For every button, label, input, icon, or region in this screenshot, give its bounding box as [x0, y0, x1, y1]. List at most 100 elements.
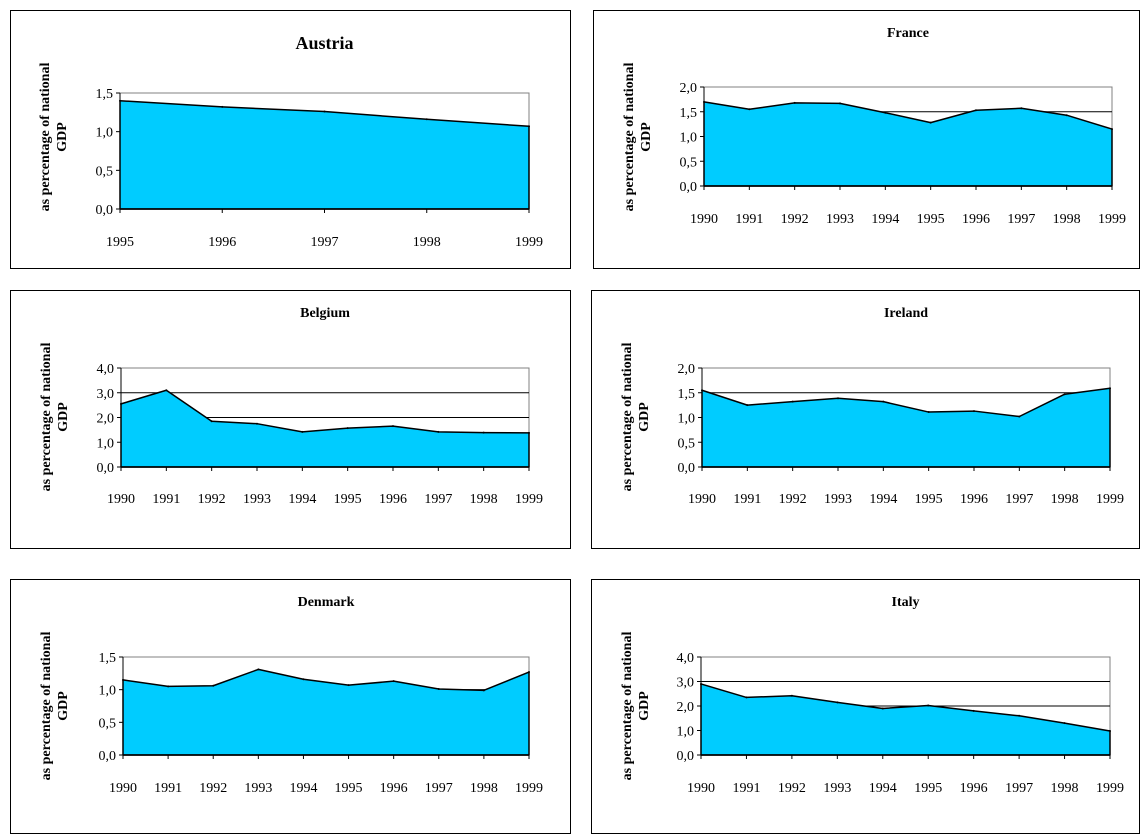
y-tick-label: 0,5	[99, 716, 117, 731]
x-tick-label: 1993	[243, 492, 271, 507]
data-point	[301, 430, 304, 433]
x-tick-label: 1993	[823, 781, 851, 796]
y-tick-label: 0,0	[680, 180, 698, 195]
y-tick-label: 3,0	[677, 676, 695, 691]
chart-title: Ireland	[884, 306, 928, 321]
data-point	[1063, 393, 1066, 396]
data-point	[837, 397, 839, 400]
data-point	[791, 400, 794, 403]
series-area	[119, 99, 530, 210]
data-point	[975, 109, 977, 112]
y-tick-label: 1,5	[99, 651, 117, 666]
x-tick-label: 1997	[1005, 781, 1033, 796]
chart-svg: France as percentage of national GDP 0,0 0,5…	[622, 26, 1126, 227]
y-tick-label: 1,5	[680, 106, 698, 121]
x-tick-label: 1992	[781, 212, 809, 227]
x-tick-label: 1994	[288, 492, 316, 507]
data-point	[929, 121, 932, 124]
data-point	[972, 709, 975, 712]
y-axis-label: as percentage of national GDP	[39, 343, 71, 492]
y-tick-label: 0,0	[677, 749, 695, 764]
x-tick-label: 1999	[515, 492, 543, 507]
data-point	[221, 105, 224, 108]
data-point	[1018, 714, 1021, 717]
x-tick-label: 1997	[425, 781, 453, 796]
chart-svg: Denmark as percentage of national GDP 0,0 0,…	[39, 595, 543, 796]
data-point	[1109, 387, 1111, 390]
x-tick-label: 1998	[1051, 492, 1079, 507]
data-point	[748, 108, 751, 111]
x-tick-label: 1995	[334, 492, 362, 507]
y-tick-label: 4,0	[97, 362, 115, 377]
data-point	[210, 420, 213, 423]
x-tick-label: 1999	[1096, 492, 1124, 507]
data-point	[257, 668, 260, 671]
y-tick-label: 0,0	[97, 461, 115, 476]
y-axis-label: as percentage of national GDP	[38, 63, 70, 212]
data-point	[482, 431, 485, 434]
data-point	[302, 678, 305, 681]
x-tick-label: 1993	[244, 781, 272, 796]
data-point	[1065, 114, 1068, 117]
y-tick-label: 1,0	[678, 412, 696, 427]
x-tick-label: 1992	[778, 781, 806, 796]
data-point	[1109, 729, 1111, 732]
data-point	[790, 694, 793, 697]
data-point	[927, 411, 930, 414]
chart-panel-denmark: Denmark as percentage of national GDP 0,0 0,…	[10, 579, 571, 834]
data-point	[392, 680, 395, 683]
data-point	[346, 427, 349, 430]
x-tick-label: 1998	[470, 492, 498, 507]
x-tick-label: 1993	[826, 212, 854, 227]
x-tick-label: 1994	[871, 212, 899, 227]
x-tick-label: 1990	[690, 212, 718, 227]
x-tick-label: 1992	[199, 781, 227, 796]
data-point	[1020, 107, 1023, 110]
x-tick-label: 1996	[379, 492, 407, 507]
y-tick-label: 2,0	[678, 362, 696, 377]
y-tick-label: 1,0	[99, 684, 117, 699]
data-point	[482, 689, 485, 692]
x-tick-label: 1999	[515, 235, 543, 250]
chart-panel-austria: Austria as percentage of national GDP 0,0 0,…	[10, 10, 571, 269]
y-axis-label: as percentage of national GDP	[622, 63, 654, 212]
data-point	[1063, 722, 1066, 725]
x-tick-label: 1996	[960, 492, 988, 507]
data-point	[437, 430, 440, 433]
x-tick-label: 1992	[198, 492, 226, 507]
x-tick-label: 1995	[106, 235, 134, 250]
y-tick-label: 0,5	[680, 155, 698, 170]
y-tick-label: 1,0	[677, 725, 695, 740]
x-tick-label: 1997	[1007, 212, 1035, 227]
data-point	[323, 110, 326, 113]
x-tick-label: 1998	[413, 235, 441, 250]
chart-title: Italy	[892, 595, 920, 610]
x-tick-label: 1991	[735, 212, 763, 227]
x-tick-label: 1993	[824, 492, 852, 507]
x-tick-label: 1991	[154, 781, 182, 796]
y-axis-label: as percentage of national GDP	[39, 632, 71, 781]
data-point	[1018, 415, 1021, 418]
chart-title: Denmark	[298, 595, 355, 610]
x-tick-label: 1998	[470, 781, 498, 796]
y-tick-label: 1,0	[680, 131, 698, 146]
x-tick-label: 1996	[380, 781, 408, 796]
x-tick-label: 1994	[869, 781, 897, 796]
data-point	[973, 410, 975, 413]
x-tick-label: 1995	[915, 492, 943, 507]
x-tick-label: 1997	[424, 492, 452, 507]
x-tick-label: 1999	[1096, 781, 1124, 796]
chart-svg: Belgium as percentage of national GDP 0,0 1,…	[39, 306, 543, 507]
data-point	[793, 101, 796, 104]
data-point	[839, 102, 841, 105]
x-tick-label: 1999	[1098, 212, 1126, 227]
y-tick-label: 1,0	[96, 126, 114, 141]
data-point	[392, 425, 394, 428]
chart-panel-ireland: Ireland as percentage of national GDP 0,0 0,…	[591, 290, 1140, 549]
x-tick-label: 1994	[289, 781, 317, 796]
y-tick-label: 0,0	[96, 203, 114, 218]
y-tick-label: 2,0	[97, 412, 115, 427]
chart-svg: Austria as percentage of national GDP 0,0 0,…	[38, 33, 543, 250]
y-tick-label: 2,0	[677, 700, 695, 715]
chart-title: Austria	[296, 33, 354, 53]
